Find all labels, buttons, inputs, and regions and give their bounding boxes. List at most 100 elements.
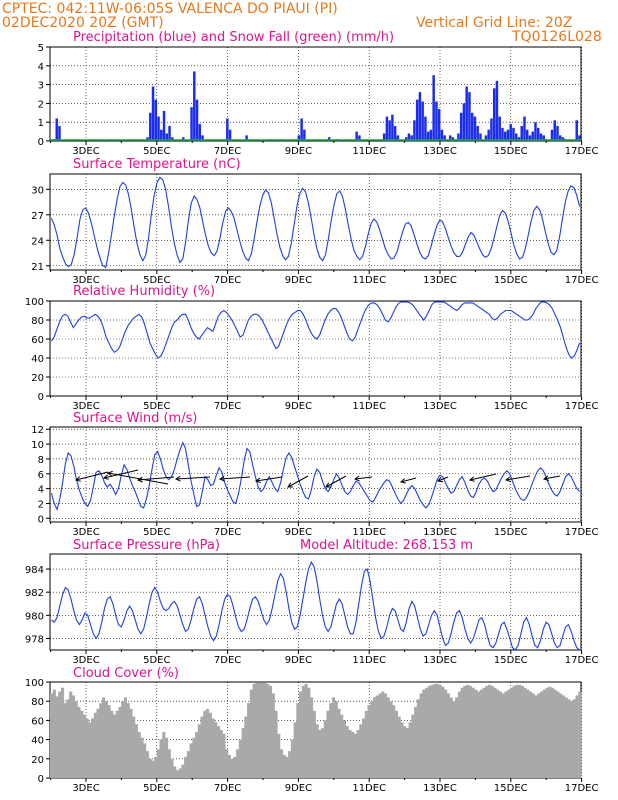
x-tick-label-3-3: 9DEC	[285, 527, 312, 538]
x-tick-label-2-2: 7DEC	[214, 401, 241, 412]
cloud-bar-58	[208, 712, 212, 778]
cloud-bar-177	[534, 695, 538, 778]
precip-bar-183	[553, 120, 556, 141]
x-tick-label-5-7: 17DEC	[565, 783, 599, 794]
wind-arrow-head-9	[353, 475, 360, 482]
cloud-bar-77	[260, 682, 264, 778]
cloud-bar-109	[348, 730, 352, 778]
precip-bar-129	[404, 137, 408, 141]
cloud-bar-87	[288, 751, 292, 778]
cloud-bar-62	[219, 730, 223, 778]
precip-bar-162	[495, 80, 499, 141]
precip-bar-136	[424, 116, 427, 141]
header-station: CPTEC: 042:11W-06:05S VALENCA DO PIAUI (…	[2, 1, 338, 17]
cloud-bar-66	[230, 758, 234, 778]
cloud-bar-142	[438, 684, 442, 778]
cloud-bar-106	[340, 714, 344, 778]
precip-bar-175	[531, 131, 534, 141]
y-tick-label-2-1: 20	[31, 373, 44, 384]
cloud-bar-85	[282, 754, 286, 778]
x-tick-label-4-5: 13DEC	[423, 655, 457, 666]
cloud-bar-149	[457, 691, 461, 778]
cloud-bar-136	[422, 689, 426, 778]
cloud-bar-128	[400, 722, 404, 778]
x-tick-label-1-5: 13DEC	[423, 275, 457, 286]
cloud-bar-13	[85, 718, 89, 778]
precip-bar-177	[536, 127, 540, 141]
cloud-bar-55	[200, 716, 204, 778]
y-tick-label-1-1: 24	[31, 236, 44, 247]
x-tick-label-4-3: 9DEC	[285, 655, 312, 666]
cloud-bar-161	[490, 685, 494, 778]
cloud-bar-169	[512, 685, 516, 778]
cloud-bar-60	[214, 722, 218, 778]
wind-arrow-shaft-10	[400, 477, 417, 483]
panel-frame-3	[49, 426, 582, 523]
cloud-bar-122	[383, 693, 388, 778]
cloud-bar-181	[545, 687, 549, 778]
cloud-bar-108	[345, 726, 349, 778]
cloud-bar-78	[263, 682, 267, 778]
cloud-bar-112	[356, 730, 360, 778]
cloud-bar-33	[140, 737, 144, 778]
precip-bar-146	[451, 137, 455, 141]
wind-arrow-head-8	[325, 482, 331, 488]
wind-arrow-head-14	[542, 475, 549, 481]
panel-frame-1	[49, 173, 582, 271]
series-line-3	[50, 441, 581, 511]
panel-title-2: Relative Humidity (%)	[73, 284, 215, 299]
cloud-bar-133	[414, 706, 418, 778]
cloud-bar-191	[572, 699, 576, 778]
cloud-bar-140	[433, 683, 437, 778]
wind-arrow-head-4	[174, 475, 181, 482]
y-tick-label-3-1: 2	[38, 499, 44, 510]
x-tick-label-4-4: 11DEC	[352, 655, 386, 666]
y-tick-label-4-0: 978	[25, 634, 44, 645]
cloud-bar-63	[222, 733, 226, 778]
panel-frame-0	[49, 46, 582, 142]
y-tick-label-5-2: 40	[31, 736, 44, 747]
header-run: 02DEC2020 20Z (GMT)	[2, 15, 164, 31]
precip-bar-176	[534, 122, 537, 141]
wind-arrow-shaft-2	[107, 472, 169, 485]
cloud-bar-148	[455, 697, 459, 778]
wind-arrow-head-6	[254, 477, 261, 484]
precip-bar-124	[391, 114, 394, 141]
precip-bar-71	[245, 135, 248, 141]
cloud-bar-35	[145, 751, 149, 778]
cloud-bar-2	[55, 696, 59, 778]
cloud-bar-24	[115, 710, 119, 778]
y-tick-label-3-5: 10	[31, 440, 44, 451]
cloud-bar-103	[331, 697, 336, 778]
precip-bar-123	[388, 120, 391, 141]
wind-arrow-shaft-1	[103, 469, 139, 479]
precip-bar-121	[382, 133, 386, 141]
wind-arrow-head-1	[102, 474, 109, 480]
cloud-bar-188	[564, 697, 568, 778]
cloud-bar-28	[126, 703, 130, 778]
cloud-bar-73	[249, 689, 253, 778]
y-tick-label-4-2: 982	[25, 588, 44, 599]
cloud-bar-11	[80, 710, 84, 778]
cloud-bar-34	[143, 743, 147, 778]
cloud-bar-132	[411, 714, 415, 778]
y-tick-label-4-1: 980	[25, 611, 44, 622]
y-tick-label-5-5: 100	[25, 678, 44, 689]
cloud-bar-81	[271, 693, 275, 778]
y-tick-label-3-6: 12	[31, 425, 44, 436]
precip-bar-36	[149, 112, 152, 141]
cloud-bar-1	[52, 689, 56, 778]
cloud-bar-154	[471, 687, 475, 778]
cloud-bar-49	[184, 756, 188, 778]
panel-title-3: Surface Wind (m/s)	[73, 411, 197, 426]
precip-bar-186	[561, 137, 565, 141]
cloud-bar-8	[71, 695, 76, 778]
precip-bar-142	[440, 129, 444, 141]
precip-bar-92	[303, 129, 306, 141]
wind-arrow-shaft-13	[505, 475, 531, 481]
cloud-bar-141	[435, 683, 440, 778]
cloud-bar-153	[468, 685, 472, 778]
x-tick-label-0-0: 3DEC	[72, 146, 99, 157]
cloud-bar-127	[397, 716, 401, 778]
precip-bar-167	[509, 124, 512, 141]
